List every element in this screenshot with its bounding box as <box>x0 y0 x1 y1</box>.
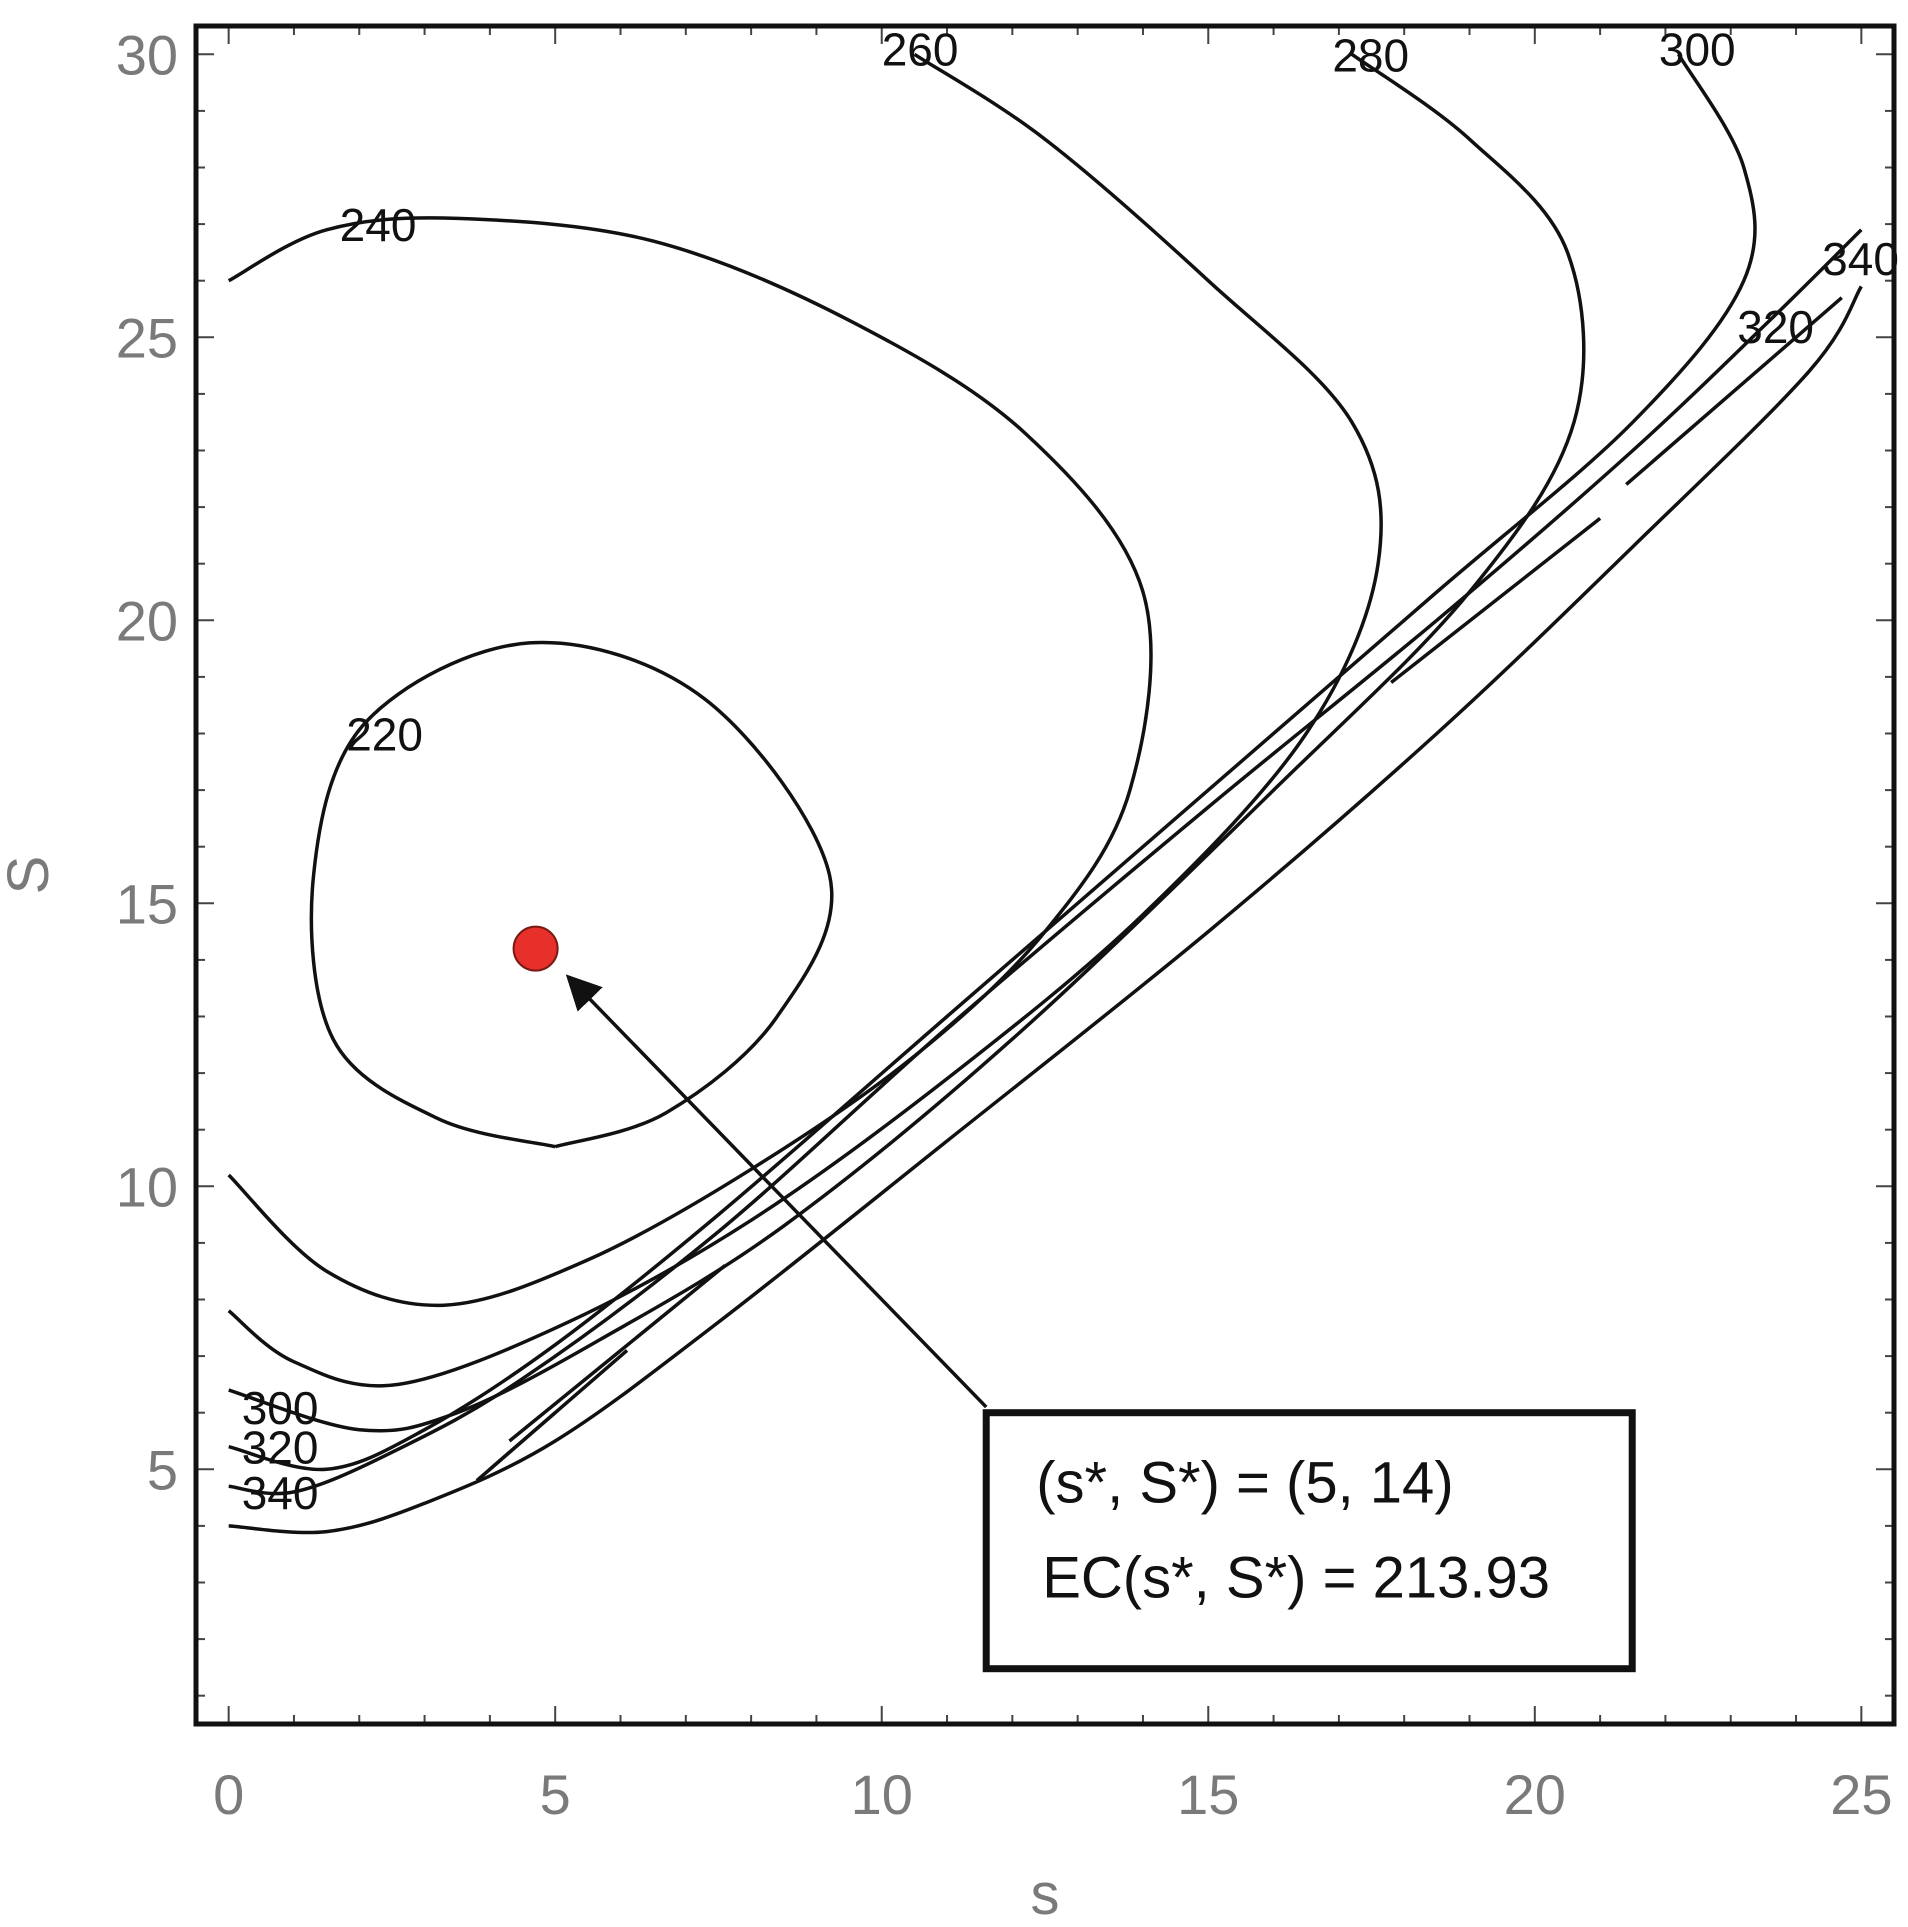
contour-label-260: 260 <box>882 24 959 76</box>
contour-label-340: 340 <box>1822 233 1899 285</box>
contour-fragment <box>508 1264 727 1443</box>
x-axis-label: s <box>1031 1862 1060 1927</box>
y-tick-label: 5 <box>147 1438 178 1501</box>
contour-label-280: 280 <box>1332 29 1409 81</box>
optimum-point <box>512 925 559 972</box>
x-tick-label: 20 <box>1504 1763 1566 1826</box>
x-tick-label: 25 <box>1830 1763 1892 1826</box>
contour-label-220: 220 <box>346 708 423 760</box>
contour-label-320: 320 <box>242 1422 319 1474</box>
x-tick-label: 0 <box>213 1763 244 1826</box>
y-axis-label: S <box>0 856 61 895</box>
y-tick-label: 25 <box>116 306 178 369</box>
contour-label-300: 300 <box>242 1382 319 1434</box>
annotation-line-optimum: (s*, S*) = (5, 14) <box>1036 1451 1453 1516</box>
contour-fragment <box>1390 517 1602 684</box>
y-tick-label: 10 <box>116 1155 178 1218</box>
x-tick-label: 15 <box>1177 1763 1239 1826</box>
annotation-line-cost: EC(s*, S*) = 213.93 <box>1042 1546 1550 1611</box>
contour-label-240: 240 <box>340 199 417 251</box>
y-tick-label: 20 <box>116 589 178 652</box>
tick-labels: 0 5 10 15 20 25 5 10 15 20 25 30 <box>116 23 1893 1826</box>
contour-line-340 <box>228 285 1863 1535</box>
contour-label-320: 320 <box>1737 301 1814 353</box>
contour-fragment <box>488 1349 629 1471</box>
annotation-arrow <box>565 974 988 1409</box>
contour-line-300 <box>228 53 1757 1472</box>
y-tick-label: 30 <box>116 23 178 86</box>
contour-fragment <box>1625 296 1843 486</box>
annotation-box-frame <box>982 1409 1636 1673</box>
y-tick-label: 15 <box>116 872 178 935</box>
contour-line-220 <box>309 640 834 1149</box>
annotation-box: (s*, S*) = (5, 14) EC(s*, S*) = 213.93 <box>982 1409 1636 1673</box>
contour-label-340: 340 <box>242 1467 319 1519</box>
contour-line-240 <box>227 216 1153 1308</box>
contour-fragments <box>475 296 1843 1482</box>
contour-line-280 <box>228 52 1586 1433</box>
contour-lines <box>227 52 1863 1535</box>
x-tick-label: 5 <box>540 1763 571 1826</box>
plot-frame <box>193 23 1897 1727</box>
contour-line-320 <box>228 228 1863 1496</box>
contour-label-300: 300 <box>1659 24 1736 76</box>
x-tick-label: 10 <box>851 1763 913 1826</box>
contour-line-260 <box>227 52 1383 1388</box>
